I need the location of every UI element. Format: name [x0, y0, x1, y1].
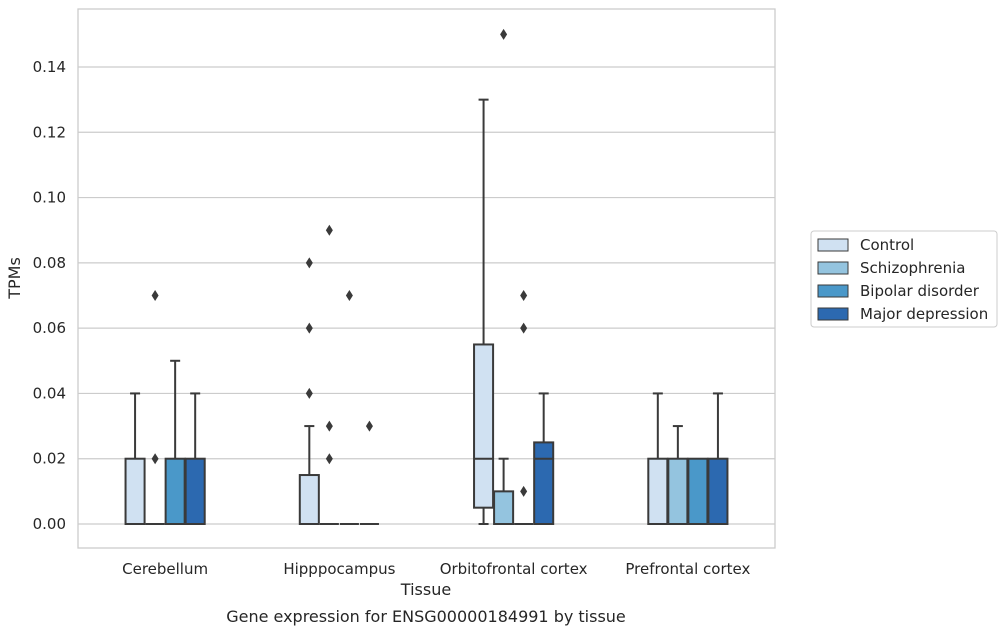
box-2-1 [493, 457, 515, 526]
outliers [151, 28, 528, 497]
y-tick-label: 0.06 [33, 319, 66, 337]
y-axis-ticks: 0.00 0.02 0.04 0.06 0.08 0.10 0.12 0.14 [33, 58, 66, 533]
legend-swatch [817, 261, 849, 275]
x-tick-label: Cerebellum [122, 560, 208, 578]
box-2-0 [473, 98, 495, 525]
box-body [473, 343, 495, 509]
box-body [124, 457, 146, 526]
box-body [493, 490, 515, 526]
y-tick-label: 0.12 [33, 123, 66, 141]
y-tick-label: 0.08 [33, 254, 66, 272]
boxes [124, 98, 729, 526]
x-tick-label: Orbitofrontal cortex [440, 560, 588, 578]
box-3-0 [647, 392, 669, 526]
y-tick-label: 0.00 [33, 515, 66, 533]
box-2-3 [533, 392, 555, 525]
box-body [184, 457, 206, 526]
legend-frame [810, 230, 998, 328]
box-3-3 [707, 392, 729, 526]
outlier-point [520, 290, 528, 301]
box-1-0 [298, 425, 320, 525]
box-body [164, 457, 186, 526]
legend-label: Schizophrenia [860, 259, 965, 277]
box-0-0 [124, 392, 146, 526]
x-axis-ticks: Cerebellum Hipppocampus Orbitofrontal cort… [122, 560, 750, 578]
box-body [667, 457, 689, 526]
legend-label: Control [860, 236, 914, 254]
x-tick-label: Prefrontal cortex [625, 560, 750, 578]
outlier-point [151, 290, 159, 301]
outlier-point [520, 322, 528, 334]
box-3-1 [667, 425, 689, 526]
outlier-point [325, 224, 333, 236]
legend-swatch [817, 238, 849, 252]
outlier-point [345, 290, 353, 301]
outlier-point [325, 420, 333, 432]
box-body [298, 474, 320, 525]
y-tick-label: 0.04 [33, 384, 66, 402]
box-0-3 [184, 392, 206, 526]
box-0-2 [164, 359, 186, 526]
legend-swatch [817, 307, 849, 321]
y-tick-label: 0.10 [33, 189, 66, 207]
x-axis-title: Tissue [400, 580, 451, 599]
outlier-point [365, 420, 373, 432]
plot-frame [77, 8, 776, 549]
legend-label: Major depression [860, 305, 988, 323]
outlier-point [520, 485, 528, 497]
box-body [533, 441, 555, 525]
outlier-point [305, 322, 313, 334]
y-axis-title: TPMs [5, 257, 24, 300]
legend-swatch [817, 284, 849, 298]
outlier-point [325, 453, 333, 465]
outlier-point [305, 257, 313, 269]
box-body [647, 457, 669, 526]
outlier-point [500, 28, 508, 40]
outlier-point [151, 453, 159, 465]
legend-label: Bipolar disorder [860, 282, 980, 300]
y-tick-label: 0.02 [33, 450, 66, 468]
box-body [687, 457, 709, 526]
box-3-2 [687, 457, 709, 526]
x-tick-label: Hipppocampus [283, 560, 395, 578]
legend: Control Schizophrenia Bipolar disorder Majo… [810, 230, 998, 328]
outlier-point [305, 387, 313, 399]
gridlines [78, 66, 775, 525]
box-body [707, 457, 729, 526]
figure-caption: Gene expression for ENSG00000184991 by t… [226, 607, 626, 626]
y-tick-label: 0.14 [33, 58, 66, 76]
